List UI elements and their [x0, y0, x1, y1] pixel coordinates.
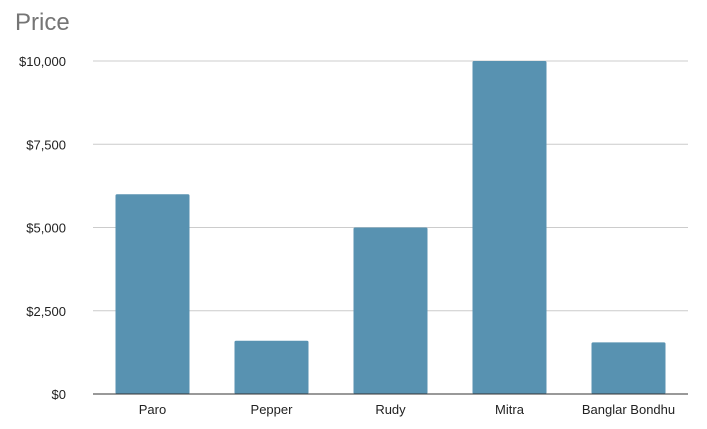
- bar-paro: [115, 194, 190, 394]
- x-tick-label: Rudy: [375, 402, 406, 417]
- y-tick-label: $10,000: [19, 54, 66, 69]
- bars: [115, 61, 666, 394]
- y-tick-labels: $0 $2,500 $5,000 $7,500 $10,000: [19, 54, 66, 402]
- x-tick-labels: Paro Pepper Rudy Mitra Banglar Bondhu: [139, 402, 675, 417]
- y-tick-label: $2,500: [26, 304, 66, 319]
- bar-banglar-bondhu: [591, 342, 666, 394]
- x-tick-label: Paro: [139, 402, 166, 417]
- y-tick-label: $7,500: [26, 137, 66, 152]
- y-tick-label: $0: [52, 387, 66, 402]
- bar-pepper: [234, 340, 309, 394]
- y-tick-label: $5,000: [26, 221, 66, 236]
- x-tick-label: Banglar Bondhu: [582, 402, 675, 417]
- bar-mitra: [472, 61, 547, 394]
- chart-title: Price: [15, 9, 70, 36]
- x-tick-label: Pepper: [251, 402, 294, 417]
- bar-rudy: [353, 227, 428, 394]
- x-tick-label: Mitra: [495, 402, 525, 417]
